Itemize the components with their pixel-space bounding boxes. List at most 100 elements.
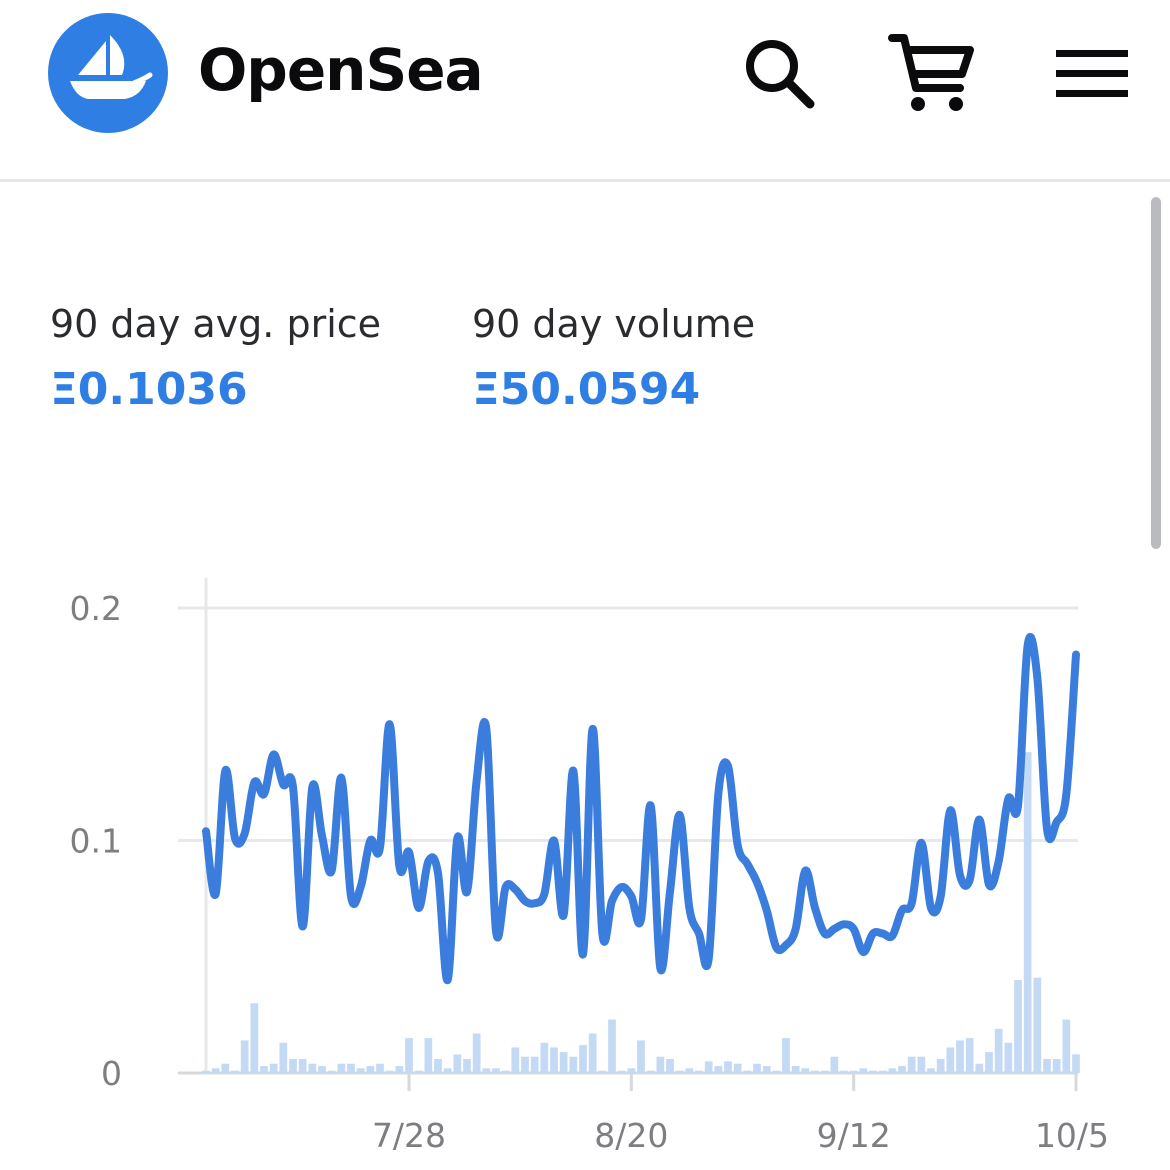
- volume-bar[interactable]: [830, 1056, 839, 1073]
- volume-bar[interactable]: [888, 1068, 897, 1073]
- volume-bar[interactable]: [424, 1038, 433, 1073]
- page-scrollbar[interactable]: [1151, 197, 1161, 549]
- volume-bar[interactable]: [946, 1047, 955, 1073]
- volume-bar[interactable]: [501, 1070, 510, 1073]
- volume-bar[interactable]: [782, 1038, 790, 1073]
- volume-bar[interactable]: [801, 1068, 810, 1073]
- volume-bar[interactable]: [260, 1066, 268, 1073]
- volume-bar[interactable]: [376, 1063, 384, 1073]
- volume-bar[interactable]: [337, 1063, 346, 1073]
- volume-bar[interactable]: [559, 1052, 568, 1073]
- volume-bar[interactable]: [550, 1047, 558, 1073]
- volume-bar[interactable]: [878, 1070, 887, 1073]
- volume-bar[interactable]: [675, 1070, 684, 1073]
- volume-bar[interactable]: [646, 1070, 655, 1073]
- volume-bar[interactable]: [289, 1059, 297, 1073]
- volume-bar[interactable]: [298, 1059, 307, 1073]
- volume-bar[interactable]: [859, 1068, 868, 1073]
- volume-bar[interactable]: [936, 1059, 945, 1073]
- volume-bar[interactable]: [791, 1066, 800, 1073]
- cart-icon[interactable]: [888, 30, 978, 124]
- volume-bar[interactable]: [985, 1052, 993, 1073]
- volume-bar[interactable]: [637, 1040, 645, 1073]
- volume-bar[interactable]: [617, 1070, 626, 1073]
- volume-bar[interactable]: [975, 1063, 984, 1073]
- volume-bar[interactable]: [463, 1059, 471, 1073]
- volume-bar[interactable]: [965, 1038, 974, 1073]
- volume-bar[interactable]: [1052, 1059, 1061, 1073]
- volume-bar[interactable]: [521, 1056, 529, 1073]
- volume-bar[interactable]: [772, 1070, 781, 1073]
- volume-bar[interactable]: [927, 1068, 935, 1073]
- volume-bar[interactable]: [211, 1068, 220, 1073]
- volume-bar[interactable]: [443, 1068, 452, 1073]
- volume-bar[interactable]: [356, 1068, 365, 1073]
- volume-bar[interactable]: [395, 1066, 404, 1073]
- x-tick-label: 9/12: [817, 1116, 891, 1155]
- volume-bar[interactable]: [482, 1068, 491, 1073]
- volume-bar[interactable]: [250, 1003, 259, 1073]
- volume-bar[interactable]: [530, 1056, 539, 1073]
- volume-bar[interactable]: [472, 1033, 481, 1073]
- volume-bar[interactable]: [588, 1033, 597, 1073]
- volume-bar[interactable]: [627, 1068, 636, 1073]
- brand-name[interactable]: OpenSea: [198, 36, 484, 104]
- volume-bar[interactable]: [1072, 1054, 1080, 1073]
- volume-bar[interactable]: [898, 1066, 906, 1073]
- volume-bar[interactable]: [820, 1070, 829, 1073]
- volume-bar[interactable]: [869, 1070, 877, 1073]
- volume-bar[interactable]: [1033, 977, 1042, 1073]
- volume-bar[interactable]: [1014, 980, 1022, 1073]
- volume-bar[interactable]: [704, 1061, 713, 1073]
- volume-bar[interactable]: [753, 1063, 761, 1073]
- volume-bar[interactable]: [733, 1063, 742, 1073]
- volume-bar[interactable]: [414, 1070, 423, 1073]
- volume-bar[interactable]: [1062, 1019, 1071, 1073]
- volume-bar[interactable]: [840, 1070, 848, 1073]
- volume-bar[interactable]: [598, 1070, 607, 1073]
- volume-bar[interactable]: [849, 1070, 858, 1073]
- volume-bar[interactable]: [202, 1070, 210, 1073]
- volume-bar[interactable]: [405, 1038, 413, 1073]
- volume-bar[interactable]: [608, 1019, 616, 1073]
- volume-bar[interactable]: [743, 1070, 752, 1073]
- ship-logo-icon[interactable]: [48, 13, 168, 133]
- volume-bar[interactable]: [434, 1059, 442, 1073]
- volume-bar[interactable]: [685, 1068, 694, 1073]
- volume-bar[interactable]: [1023, 752, 1032, 1073]
- price-line[interactable]: [202, 633, 1080, 985]
- menu-icon[interactable]: [1054, 48, 1130, 104]
- search-icon[interactable]: [742, 36, 818, 116]
- volume-bar[interactable]: [327, 1070, 336, 1073]
- volume-bar[interactable]: [762, 1066, 771, 1073]
- volume-bar[interactable]: [724, 1061, 732, 1073]
- volume-bar[interactable]: [540, 1042, 549, 1073]
- volume-bar[interactable]: [453, 1054, 462, 1073]
- volume-bar[interactable]: [492, 1068, 500, 1073]
- volume-bar[interactable]: [994, 1028, 1003, 1073]
- volume-bar[interactable]: [385, 1070, 394, 1073]
- volume-bar[interactable]: [1004, 1042, 1013, 1073]
- volume-bar[interactable]: [1043, 1059, 1051, 1073]
- volume-bar[interactable]: [569, 1056, 578, 1073]
- volume-bar[interactable]: [231, 1070, 239, 1073]
- volume-bar[interactable]: [579, 1045, 587, 1073]
- volume-bar[interactable]: [366, 1066, 375, 1073]
- volume-bar[interactable]: [347, 1063, 355, 1073]
- volume-bar[interactable]: [240, 1040, 249, 1073]
- volume-bar[interactable]: [221, 1063, 230, 1073]
- volume-bar[interactable]: [956, 1040, 964, 1073]
- volume-bar[interactable]: [269, 1063, 278, 1073]
- volume-bar[interactable]: [318, 1066, 326, 1073]
- volume-bar[interactable]: [666, 1059, 674, 1073]
- volume-bar[interactable]: [695, 1070, 703, 1073]
- volume-bar[interactable]: [308, 1063, 317, 1073]
- volume-bar[interactable]: [511, 1047, 520, 1073]
- volume-bar[interactable]: [714, 1066, 723, 1073]
- volume-bar[interactable]: [656, 1056, 665, 1073]
- volume-bar[interactable]: [917, 1056, 926, 1073]
- volume-bar[interactable]: [279, 1042, 288, 1073]
- volume-bar[interactable]: [907, 1056, 916, 1073]
- avg-price-label: 90 day avg. price: [50, 302, 382, 346]
- volume-bar[interactable]: [811, 1070, 819, 1073]
